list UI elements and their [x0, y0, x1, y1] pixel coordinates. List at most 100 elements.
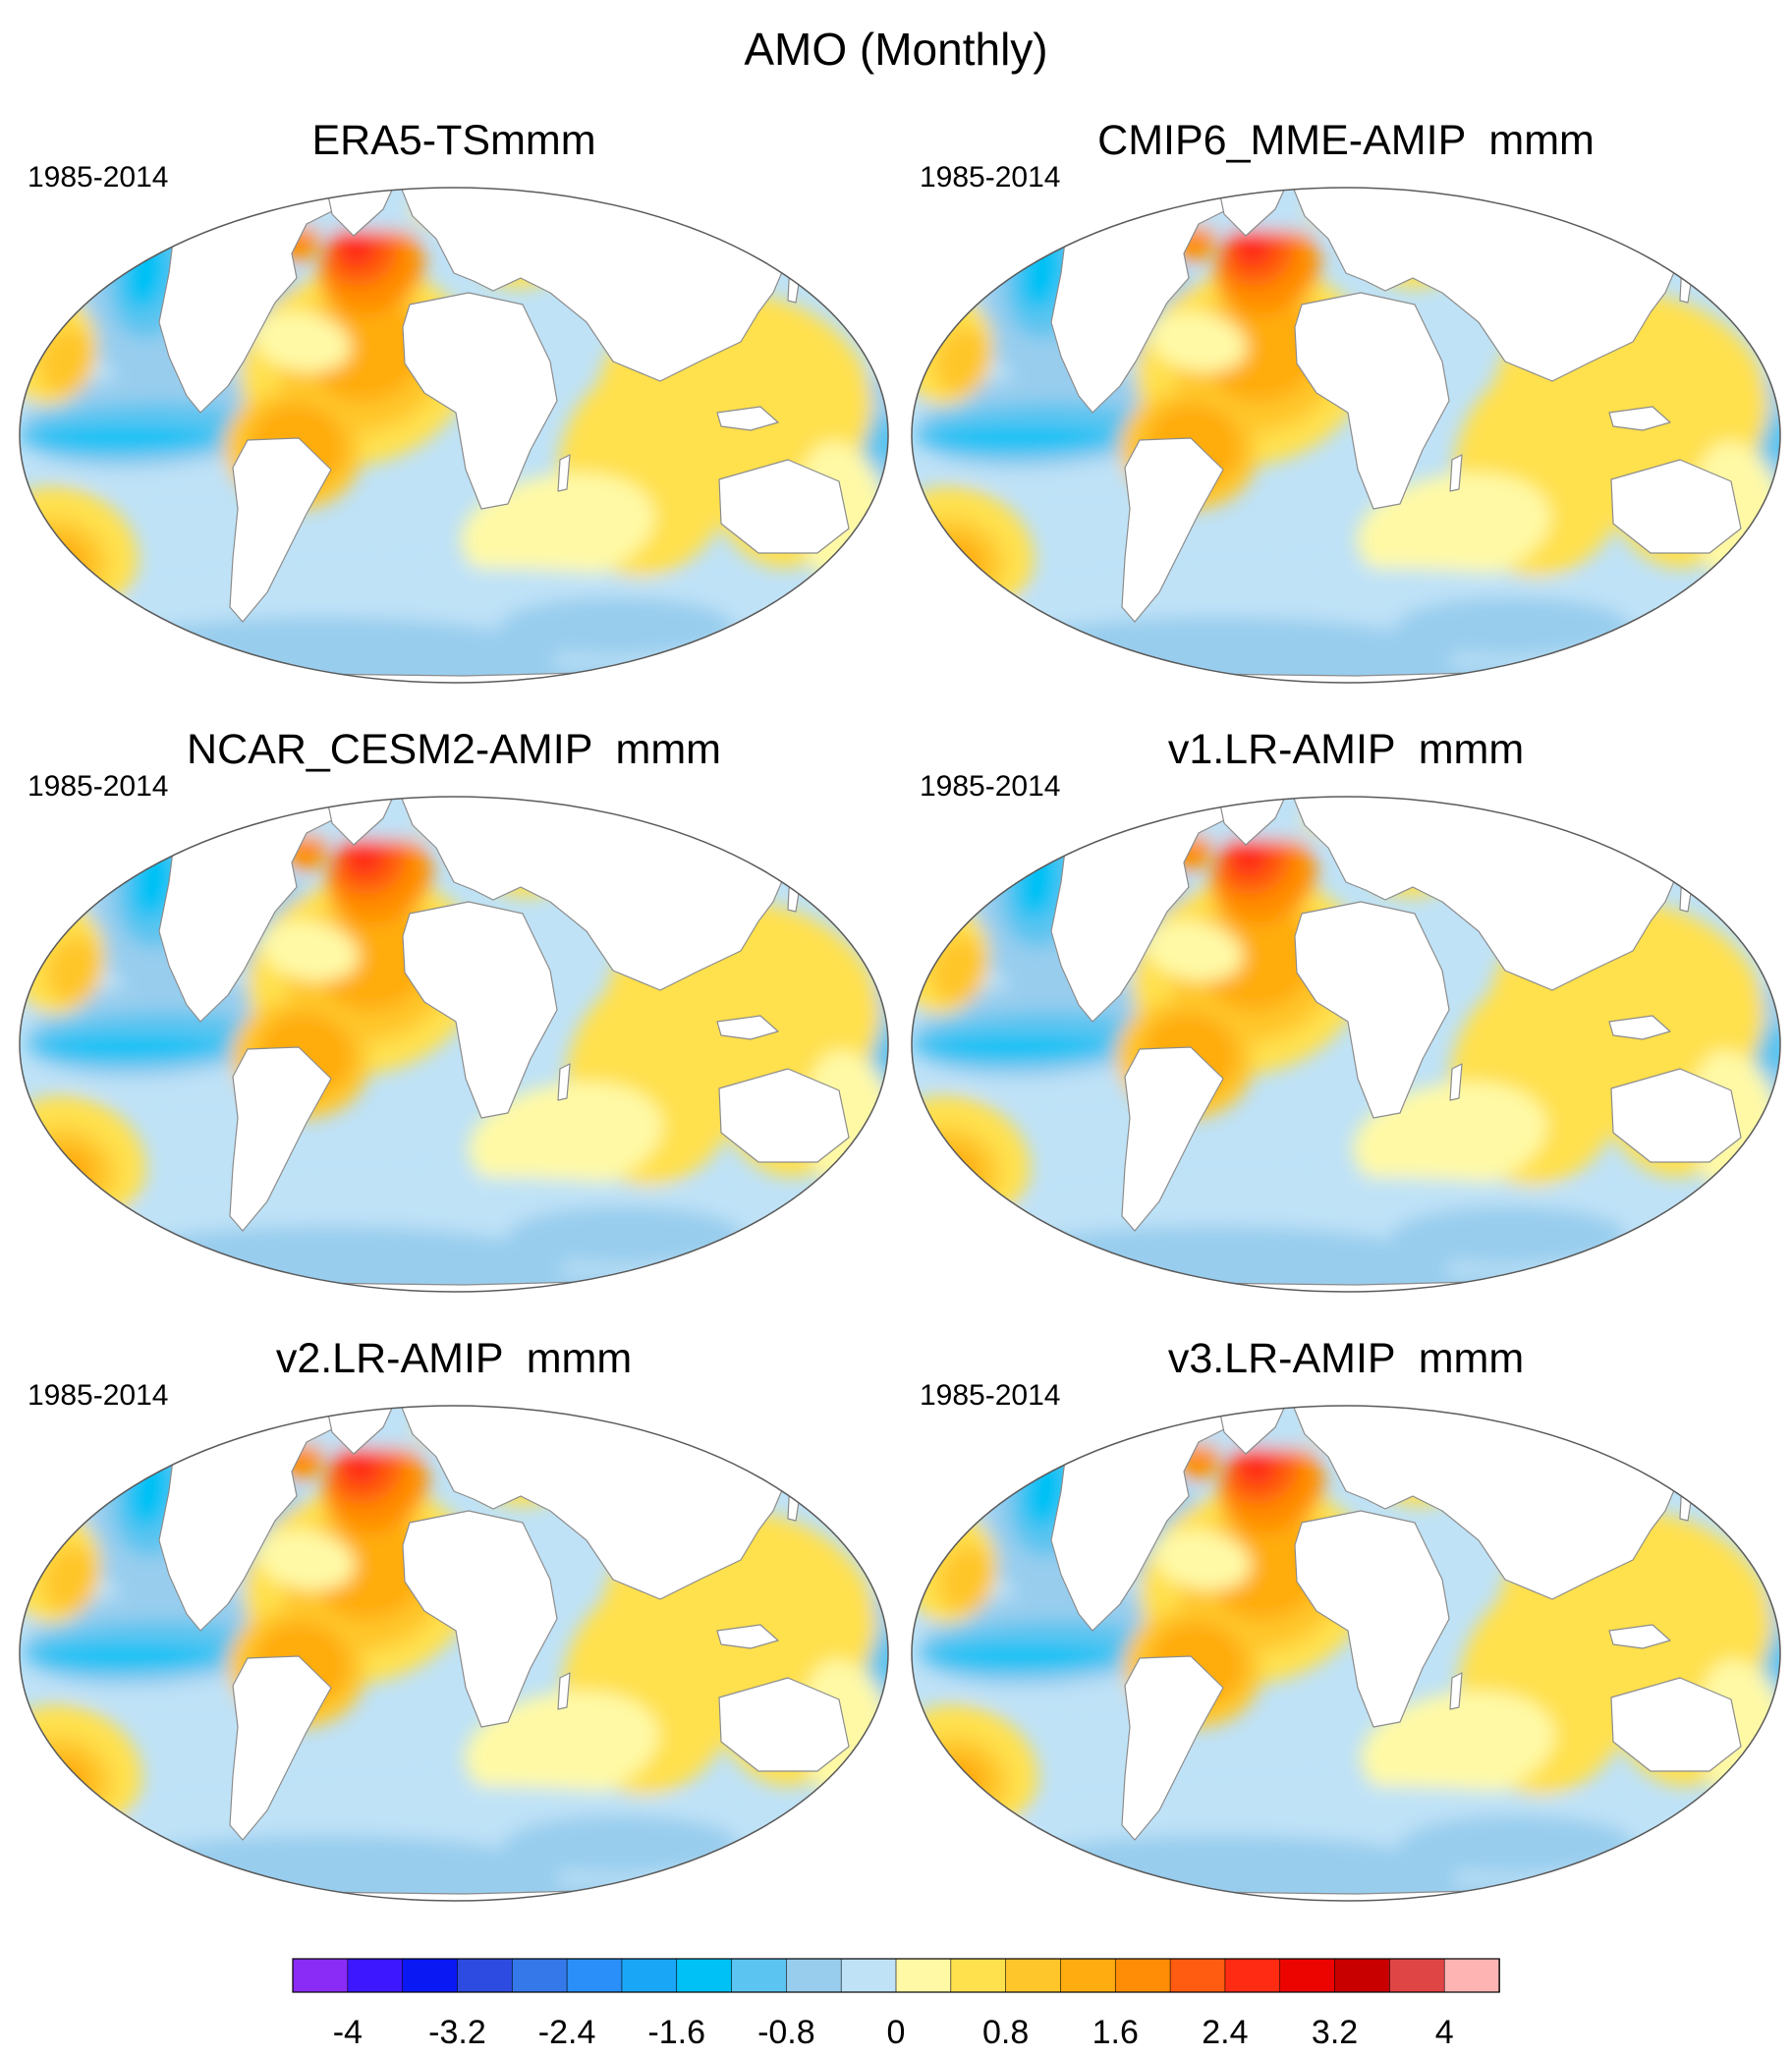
anomaly-region [870, 1026, 888, 1073]
anomaly-region [938, 657, 1213, 683]
land-shape [716, 1624, 779, 1649]
colorbar-tick-label: -2.4 [538, 2014, 596, 2051]
colorbar-swatch [566, 1958, 623, 1993]
colorbar-tick-label: 4 [1435, 2014, 1454, 2051]
anomaly-region [337, 231, 376, 266]
period-label: 1985-2014 [920, 161, 1061, 194]
anomaly-region [982, 617, 1454, 683]
panel-title: v3.LR-AMIP mmm [1167, 1335, 1525, 1382]
colorbar-swatch [1334, 1958, 1391, 1993]
land-shape [1294, 1510, 1450, 1728]
land-shape [1449, 1063, 1463, 1101]
anomaly-region [189, 1884, 778, 1901]
map-border [911, 1405, 1781, 1902]
anomaly-region [1149, 311, 1248, 372]
map-border [911, 187, 1781, 684]
colorbar-tick-label: 0 [887, 2014, 906, 2051]
colorbar-tick-label: 2.4 [1202, 2014, 1248, 2051]
anomaly-region [185, 666, 774, 683]
colorbar-tick-label: 3.2 [1312, 2014, 1358, 2051]
colorbar-swatch [1389, 1958, 1445, 1993]
anomaly-region [345, 840, 384, 875]
anomaly-region [863, 417, 888, 464]
land-shape [168, 671, 759, 683]
colorbar-swatch [1169, 1958, 1226, 1993]
colorbar-swatch [1279, 1958, 1336, 1993]
colorbar-swatch [731, 1958, 788, 1993]
map-field [912, 797, 1780, 1292]
land-shape [402, 1510, 558, 1728]
anomaly-region [1085, 1884, 1674, 1901]
land-shape [1608, 406, 1671, 431]
land-shape [1121, 1655, 1224, 1841]
anomaly-region [42, 657, 317, 683]
anomaly-region [928, 426, 1115, 450]
land-shape [716, 1015, 779, 1040]
anomaly-region [1763, 1635, 1780, 1682]
anomaly-region [1233, 231, 1272, 266]
anomaly-region [46, 1875, 321, 1901]
anomaly-region [942, 1875, 1217, 1901]
land-shape [229, 1046, 332, 1232]
colorbar-swatch [1224, 1958, 1281, 1993]
land-shape [716, 406, 779, 431]
anomaly-region [465, 1691, 659, 1803]
colorbar: -4 -3.2 -2.4 -1.6 -0.8 0 0.8 1.6 2.4 3.2 4 [292, 1958, 1500, 2051]
colorbar-tick-label: -4 [333, 2014, 363, 2051]
period-label: 1985-2014 [920, 770, 1061, 803]
colorbar-swatch [1114, 1958, 1171, 1993]
land-shape [1608, 1624, 1671, 1649]
map-border [911, 796, 1781, 1293]
anomaly-region [46, 936, 103, 1005]
panel-title: v1.LR-AMIP mmm [1167, 726, 1525, 773]
anomaly-region [867, 1635, 888, 1682]
figure-title: AMO (Monthly) [744, 24, 1048, 75]
anomaly-region [40, 1035, 227, 1059]
anomaly-region [934, 327, 991, 396]
anomaly-region [1237, 1449, 1276, 1484]
anomaly-region [94, 1226, 566, 1292]
anomaly-region [32, 426, 219, 450]
land-shape [718, 459, 850, 554]
map-panel-era5: ERA5-TSmmm 1985-2014 [12, 116, 896, 715]
land-shape [718, 1068, 850, 1163]
anomaly-map [19, 1405, 889, 1902]
land-shape [402, 901, 558, 1119]
land-shape [168, 1889, 759, 1901]
anomaly-region [1077, 1275, 1666, 1292]
land-shape [1608, 1015, 1671, 1040]
land-shape [557, 1063, 571, 1101]
land-shape [1610, 459, 1742, 554]
land-shape [1121, 437, 1224, 623]
land-shape [229, 1655, 332, 1841]
anomaly-region [924, 1035, 1111, 1059]
anomaly-region [932, 1644, 1119, 1668]
land-shape [557, 454, 571, 492]
colorbar-labels: -4 -3.2 -2.4 -1.6 -0.8 0 0.8 1.6 2.4 3.2 4 [333, 2014, 1454, 2051]
anomaly-region [986, 1835, 1458, 1901]
anomaly-region [38, 327, 95, 396]
land-shape [1060, 671, 1652, 683]
map-panel-v2-lr: v2.LR-AMIP mmm 1985-2014 [12, 1334, 896, 1933]
colorbar-swatch [1443, 1958, 1500, 1993]
map-border [19, 187, 889, 684]
map-field [912, 1406, 1780, 1901]
anomaly-region [1755, 1026, 1780, 1073]
map-panel-cmip6-mme: CMIP6_MME-AMIP mmm 1985-2014 [904, 116, 1788, 715]
land-shape [1610, 1677, 1742, 1772]
anomaly-map [911, 1405, 1781, 1902]
anomaly-region [507, 1206, 743, 1265]
panel-title: NCAR_CESM2-AMIP mmm [187, 726, 721, 773]
anomaly-region [1146, 920, 1244, 981]
anomaly-region [934, 1266, 1209, 1292]
land-shape [229, 437, 332, 623]
map-panel-v1-lr: v1.LR-AMIP mmm 1985-2014 [904, 725, 1788, 1324]
map-field [20, 188, 888, 683]
anomaly-region [42, 1545, 99, 1614]
anomaly-region [938, 1545, 995, 1614]
land-shape [402, 292, 558, 510]
anomaly-map [911, 187, 1781, 684]
anomaly-region [1759, 417, 1780, 464]
anomaly-region [1153, 1529, 1252, 1590]
colorbar-tick-label: 1.6 [1092, 2014, 1139, 2051]
